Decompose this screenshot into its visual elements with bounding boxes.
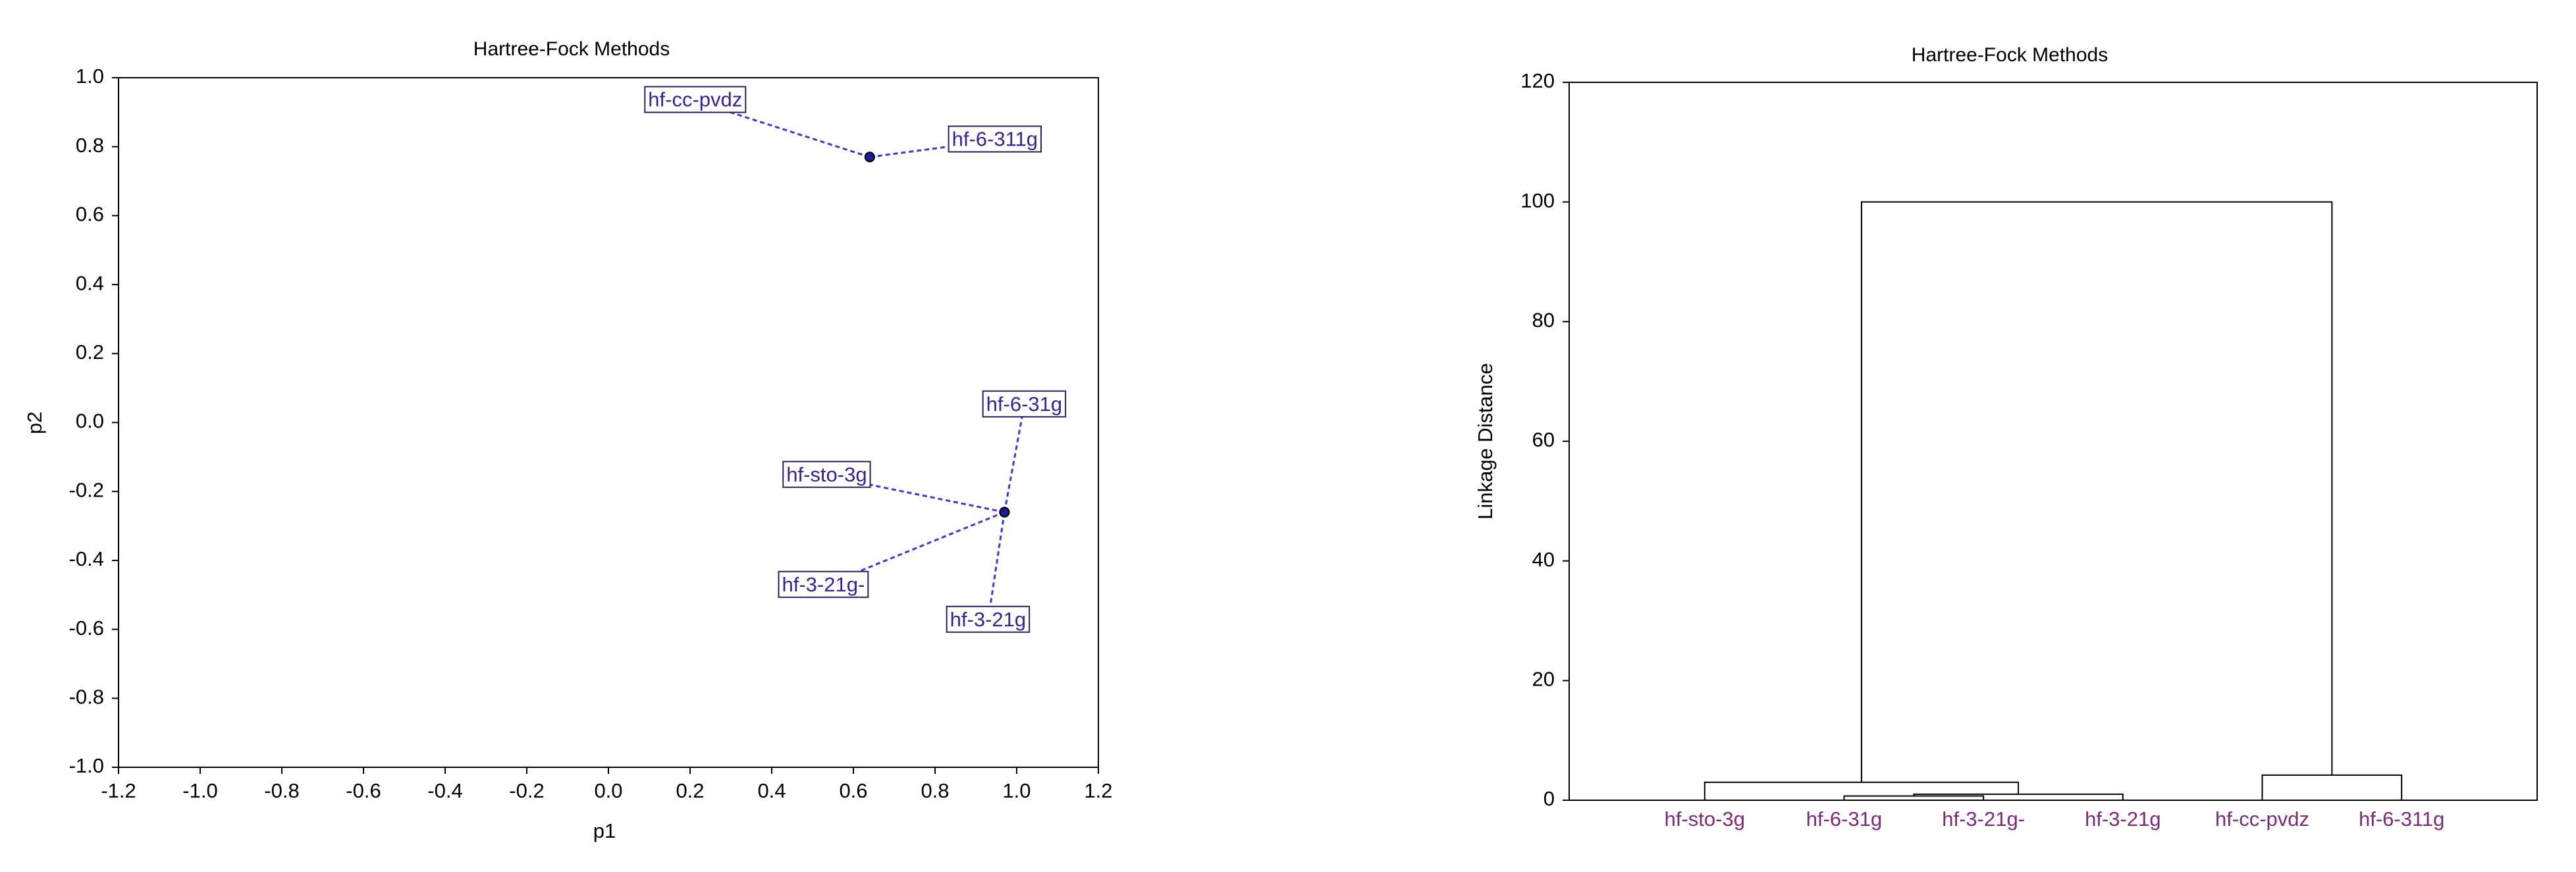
x-tick-label: 0.4 [757, 779, 786, 802]
label-text: hf-6-311g [952, 128, 1038, 151]
leaf-label: hf-sto-3g [1665, 807, 1745, 831]
merge-link [1704, 781, 2020, 800]
y-axis-label: Linkage Distance [1474, 363, 1497, 520]
y-tick-label: 60 [1532, 428, 1555, 451]
label-box [644, 86, 747, 113]
point-label: hf-3-21g [946, 605, 1031, 633]
label-box [782, 460, 871, 488]
x-tick-label: -0.6 [346, 779, 381, 802]
y-tick-label: 0.4 [76, 271, 104, 294]
y-tick-label: 80 [1532, 309, 1555, 332]
leaf-label: hf-3-21g- [1942, 807, 2025, 831]
y-tick-label: 20 [1532, 668, 1555, 691]
label-text: hf-3-21g- [782, 573, 865, 596]
x-tick-label: 0.6 [839, 779, 867, 802]
x-tick-label: -1.2 [101, 779, 136, 802]
y-tick-label: 0.0 [76, 410, 104, 433]
leaf-label: hf-6-311g [2359, 807, 2444, 831]
plot-frame [1569, 82, 2538, 801]
x-tick-label: 1.0 [1002, 779, 1031, 802]
point-label: hf-6-31g [982, 390, 1067, 418]
y-tick-label: 0 [1543, 787, 1555, 810]
point-label: hf-cc-pvdz [644, 86, 747, 113]
y-axis-label: p2 [23, 412, 46, 434]
merge-link [2261, 774, 2403, 800]
y-tick-label: 100 [1520, 189, 1555, 212]
y-tick-label: -0.8 [69, 685, 104, 708]
x-tick-label: 1.2 [1084, 779, 1112, 802]
point-label: hf-sto-3g [782, 460, 871, 488]
y-tick-label: -0.4 [69, 547, 104, 570]
y-tick-label: -1.0 [69, 754, 104, 777]
x-tick-label: 0.2 [676, 779, 704, 802]
x-tick-label: 0.0 [594, 779, 622, 802]
x-tick-label: -0.2 [509, 779, 544, 802]
label-text: hf-sto-3g [786, 463, 867, 486]
y-tick-label: 0.6 [76, 203, 104, 226]
x-tick-label: -0.8 [264, 779, 299, 802]
leader-line [1003, 405, 1025, 512]
chart-title: Hartree-Fock Methods [473, 38, 670, 60]
leader-line [822, 511, 1005, 587]
chart-title: Hartree-Fock Methods [1912, 44, 2108, 66]
y-tick-label: 40 [1532, 548, 1555, 571]
x-axis-label: p1 [593, 819, 616, 842]
label-box [778, 570, 869, 598]
merge-link [1913, 793, 2124, 800]
x-tick-label: -0.4 [427, 779, 462, 802]
x-tick-label: 0.8 [921, 779, 949, 802]
merge-link [1860, 201, 2333, 782]
label-box [948, 125, 1042, 153]
y-tick-label: 0.8 [76, 134, 104, 157]
point-label: hf-6-311g [948, 125, 1042, 153]
leader-line [986, 512, 1006, 621]
y-tick-label: 0.2 [76, 341, 104, 364]
label-text: hf-3-21g [950, 608, 1026, 631]
label-box [946, 605, 1031, 633]
y-tick-label: -0.6 [69, 616, 104, 640]
plot-frame [118, 77, 1099, 768]
label-box [982, 390, 1067, 418]
point [864, 151, 875, 163]
y-tick-label: 1.0 [76, 65, 104, 88]
y-tick-label: 120 [1520, 69, 1555, 92]
leaf-label: hf-6-31g [1806, 807, 1882, 831]
leaf-label: hf-3-21g [2085, 807, 2160, 831]
x-tick-label: -1.0 [182, 779, 217, 802]
leaf-label: hf-cc-pvdz [2215, 807, 2309, 831]
point [999, 506, 1010, 518]
label-text: hf-6-31g [986, 393, 1062, 416]
y-tick-label: -0.2 [69, 478, 104, 501]
label-text: hf-cc-pvdz [648, 88, 742, 111]
point-label: hf-3-21g- [778, 570, 869, 598]
